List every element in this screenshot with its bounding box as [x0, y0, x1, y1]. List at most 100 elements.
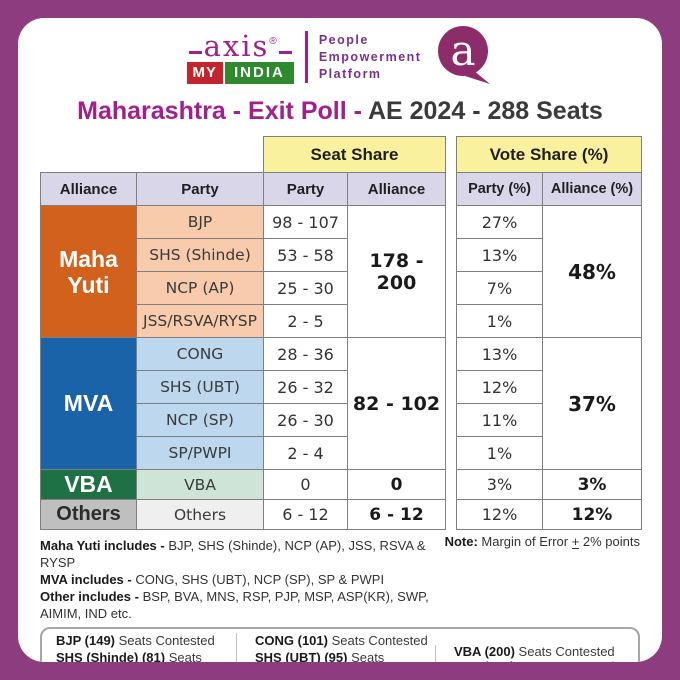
vote-others: 12% [456, 499, 543, 530]
contested-bsp-name: BSP (237) [454, 659, 514, 662]
axis-my-india-logo: axis ® MY INDIA People Empowerment Platf… [18, 24, 662, 91]
contested-bsp-suffix: Seats Contested [514, 659, 614, 662]
contested-column-1: BJP (149) Seats Contested SHS (Shinde) (… [42, 633, 236, 662]
bubble-letter: a [451, 26, 476, 75]
footnote-maha-yuti-label: Maha Yuti includes - [40, 538, 165, 553]
india-box: INDIA [225, 61, 294, 84]
seat-total-mva: 82 - 102 [347, 337, 446, 470]
footnote-maha-yuti: Maha Yuti includes - BJP, SHS (Shinde), … [40, 537, 445, 571]
vote-total-mva: 37% [542, 337, 642, 470]
vote-ncp-ap: 7% [456, 271, 543, 305]
seats-shs-shinde: 53 - 58 [263, 238, 348, 272]
note-after: 2% points [579, 534, 640, 549]
footnote-other-label: Other includes - [40, 589, 139, 604]
contested-shs-shinde: SHS (Shinde) (81) Seats Contested [56, 650, 236, 663]
title-highlight: Maharashtra - Exit Poll - [77, 97, 368, 125]
vote-shs-ubt: 12% [456, 370, 543, 404]
party-cell-sp-pwpi: SP/PWPI [136, 436, 264, 470]
vote-total-vba: 3% [542, 469, 642, 500]
seats-others: 6 - 12 [263, 499, 348, 530]
footnote-section: Maha Yuti includes - BJP, SHS (Shinde), … [40, 534, 640, 622]
contested-cong: CONG (101) Seats Contested [255, 633, 435, 650]
seats-bjp: 98 - 107 [263, 205, 348, 239]
note-before: Margin of Error [477, 534, 572, 549]
contested-vba-name: VBA (200) [454, 644, 515, 660]
seat-total-others: 6 - 12 [347, 499, 446, 530]
party-cell-shs-ubt: SHS (UBT) [136, 370, 264, 404]
footnote-other-text: BSP, BVA, MNS, RSP, PJP, MSP, ASP(KR), S… [40, 589, 429, 621]
vote-total-maha-yuti: 48% [542, 205, 642, 338]
contested-shs-shinde-name: SHS (Shinde) (81) [56, 649, 166, 663]
axis-left-dash [188, 50, 202, 54]
contested-cong-suffix: Seats Contested [327, 633, 428, 648]
alliance-cell-others: Others [40, 499, 137, 530]
contested-cong-name: CONG (101) [255, 633, 328, 648]
infographic-card: axis ® MY INDIA People Empowerment Platf… [18, 18, 662, 662]
vote-share-table: Vote Share (%) Party (%) Alliance (%) 27… [456, 136, 642, 530]
alliance-cell-vba: VBA [40, 469, 137, 500]
alliance-footnotes: Maha Yuti includes - BJP, SHS (Shinde), … [40, 537, 445, 622]
contested-column-2: CONG (101) Seats Contested SHS (UBT) (95… [236, 633, 435, 662]
axis-right-dash [278, 50, 292, 54]
seats-jss-rsva-rysp: 2 - 5 [263, 304, 348, 338]
logo-tagline: People Empowerment Platform [319, 32, 422, 83]
vote-sp-pwpi: 1% [456, 436, 543, 470]
col-header-vote-party: Party (%) [456, 172, 543, 206]
note-label: Note: [444, 534, 478, 549]
col-header-seat-alliance: Alliance [347, 172, 446, 206]
contested-bjp: BJP (149) Seats Contested [56, 633, 236, 650]
header-spacer [41, 137, 264, 173]
vote-vba: 3% [456, 469, 543, 500]
party-cell-ncp-sp: NCP (SP) [136, 403, 264, 437]
tagline-line-1: People [318, 32, 369, 47]
party-cell-others: Others [136, 499, 264, 530]
footnote-mva-label: MVA includes - [40, 572, 132, 587]
contested-bsp: BSP (237) Seats Contested [454, 659, 638, 662]
col-header-seat-party: Party [263, 172, 348, 206]
footnote-mva: MVA includes - CONG, SHS (UBT), NCP (SP)… [40, 571, 445, 588]
vote-ncp-sp: 11% [456, 403, 543, 437]
footnote-mva-text: CONG, SHS (UBT), NCP (SP), SP & PWPI [131, 572, 385, 587]
contested-vba: VBA (200) Seats Contested [454, 645, 638, 660]
contested-shs-ubt-name: SHS (UBT) (95) [255, 649, 348, 663]
tagline-line-2: Empowerment [318, 49, 422, 64]
party-cell-cong: CONG [136, 337, 264, 371]
contested-shs-shinde-suffix: Seats Contested [168, 649, 202, 663]
contested-shs-ubt: SHS (UBT) (95) Seats Contested [255, 650, 435, 663]
contested-bjp-name: BJP (149) [56, 633, 116, 648]
contested-vba-suffix: Seats Contested [514, 644, 615, 660]
seats-ncp-sp: 26 - 30 [263, 403, 348, 437]
logo-divider [304, 31, 308, 83]
contested-shs-ubt-suffix: Seats Contested [351, 649, 385, 663]
party-cell-vba: VBA [136, 469, 264, 500]
vote-jss-rsva-rysp: 1% [456, 304, 543, 338]
poll-tables: Seat Share Alliance Party Party Alliance… [40, 136, 662, 530]
axis-logo-block: axis ® MY INDIA [186, 28, 294, 84]
party-cell-jss-rsva-rysp: JSS/RSVA/RYSP [136, 304, 264, 338]
contested-column-3: VBA (200) Seats Contested BSP (237) Seat… [435, 645, 638, 662]
col-header-vote-alliance: Alliance (%) [542, 172, 642, 206]
seats-contested-box: BJP (149) Seats Contested SHS (Shinde) (… [40, 627, 640, 662]
plus-minus-sign: + [571, 534, 580, 549]
seats-vba: 0 [263, 469, 348, 500]
seats-ncp-ap: 25 - 30 [263, 271, 348, 305]
col-header-alliance: Alliance [40, 172, 137, 206]
alliance-cell-mva: MVA [40, 337, 137, 470]
party-cell-shs-shinde: SHS (Shinde) [136, 238, 264, 272]
seat-share-table: Seat Share Alliance Party Party Alliance… [40, 136, 446, 530]
speech-bubble-icon: a [435, 24, 493, 91]
seat-total-vba: 0 [347, 469, 446, 500]
vote-share-header: Vote Share (%) [456, 136, 642, 173]
title-rest: AE 2024 - 288 Seats [367, 97, 603, 125]
party-cell-ncp-ap: NCP (AP) [136, 271, 264, 305]
seat-total-maha-yuti: 178 - 200 [347, 205, 446, 338]
alliance-cell-maha-yuti: Maha Yuti [40, 205, 137, 338]
seats-shs-ubt: 26 - 32 [263, 370, 348, 404]
vote-bjp: 27% [456, 205, 543, 239]
seats-cong: 28 - 36 [263, 337, 348, 371]
my-india-boxes: MY INDIA [186, 61, 294, 84]
seats-sp-pwpi: 2 - 4 [263, 436, 348, 470]
registered-mark: ® [269, 35, 277, 47]
axis-text: axis [203, 28, 270, 63]
page-title: Maharashtra - Exit Poll - AE 2024 - 288 … [18, 96, 662, 126]
